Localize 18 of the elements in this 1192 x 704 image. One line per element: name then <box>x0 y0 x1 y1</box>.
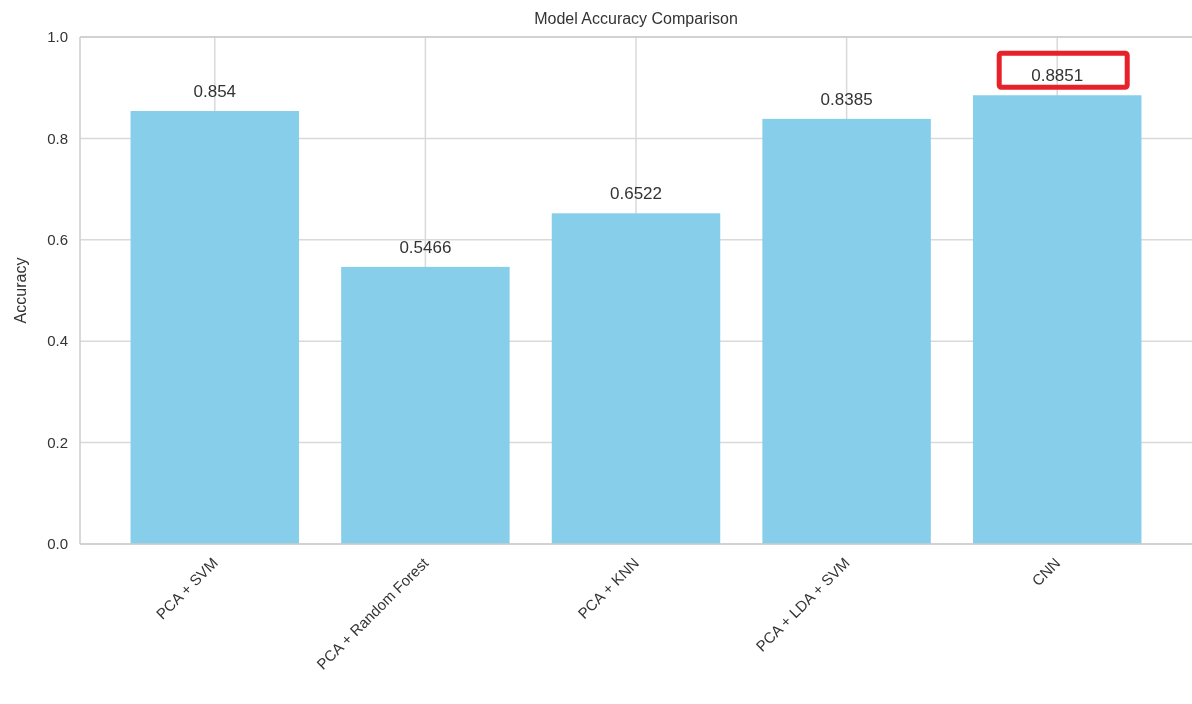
data-label: 0.6522 <box>610 184 662 204</box>
bar <box>341 266 510 544</box>
y-tick-label: 0.4 <box>47 332 68 350</box>
data-label: 0.8385 <box>820 89 873 109</box>
y-tick-label: 0.6 <box>47 231 68 249</box>
data-label: 0.8851 <box>1031 66 1084 86</box>
y-axis-title: Accuracy <box>12 257 29 324</box>
bar <box>762 118 931 544</box>
y-tick-label: 1.0 <box>47 28 68 46</box>
y-tick-label: 0.2 <box>47 433 68 451</box>
y-tick-label: 0.0 <box>47 535 68 553</box>
data-label: 0.854 <box>193 82 237 102</box>
bar <box>130 111 300 544</box>
chart-title: Model Accuracy Comparison <box>534 10 738 27</box>
bar <box>972 95 1142 544</box>
y-tick-label: 0.8 <box>47 129 68 147</box>
bar <box>551 213 721 544</box>
data-label: 0.5466 <box>399 237 452 257</box>
